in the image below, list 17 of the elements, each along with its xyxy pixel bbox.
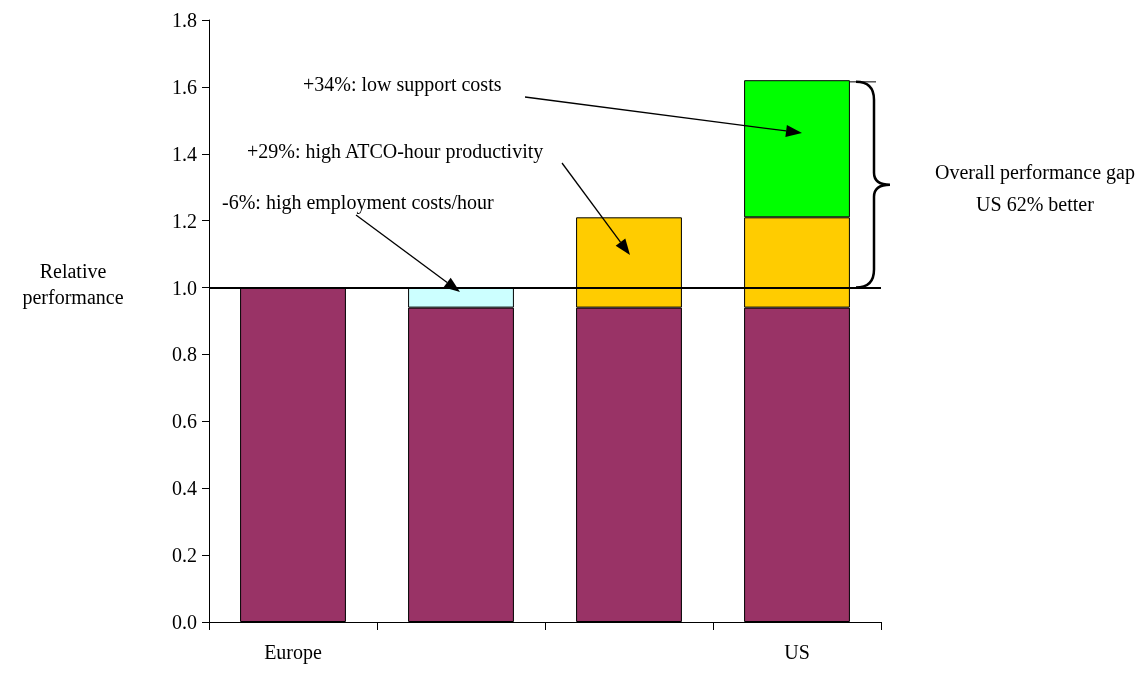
y-tick-label: 0.6: [172, 410, 197, 433]
y-tick-label: 0.8: [172, 343, 197, 366]
y-tick-label: 0.2: [172, 544, 197, 567]
x-tick-label: US: [784, 641, 810, 663]
text: Overall performance gap US 62% better: [934, 160, 1136, 217]
y-tick-label: 0.4: [172, 477, 197, 500]
y-tick-label: 1.4: [172, 142, 197, 165]
y-tick-label: 0.0: [172, 611, 197, 633]
annotation: -6%: high employment costs/hour: [222, 190, 494, 214]
y-tick-label: 1.8: [172, 9, 197, 31]
annotation: +29%: high ATCO-hour productivity: [247, 139, 544, 163]
x-tick-label: Europe: [264, 641, 322, 664]
y-axis-title: Relative performance: [21, 259, 125, 310]
y-tick-label: 1.2: [172, 209, 197, 232]
y-tick-label: 1.6: [172, 75, 197, 98]
annotation: +34%: low support costs: [303, 72, 502, 96]
y-tick-label: 1.0: [172, 276, 197, 299]
